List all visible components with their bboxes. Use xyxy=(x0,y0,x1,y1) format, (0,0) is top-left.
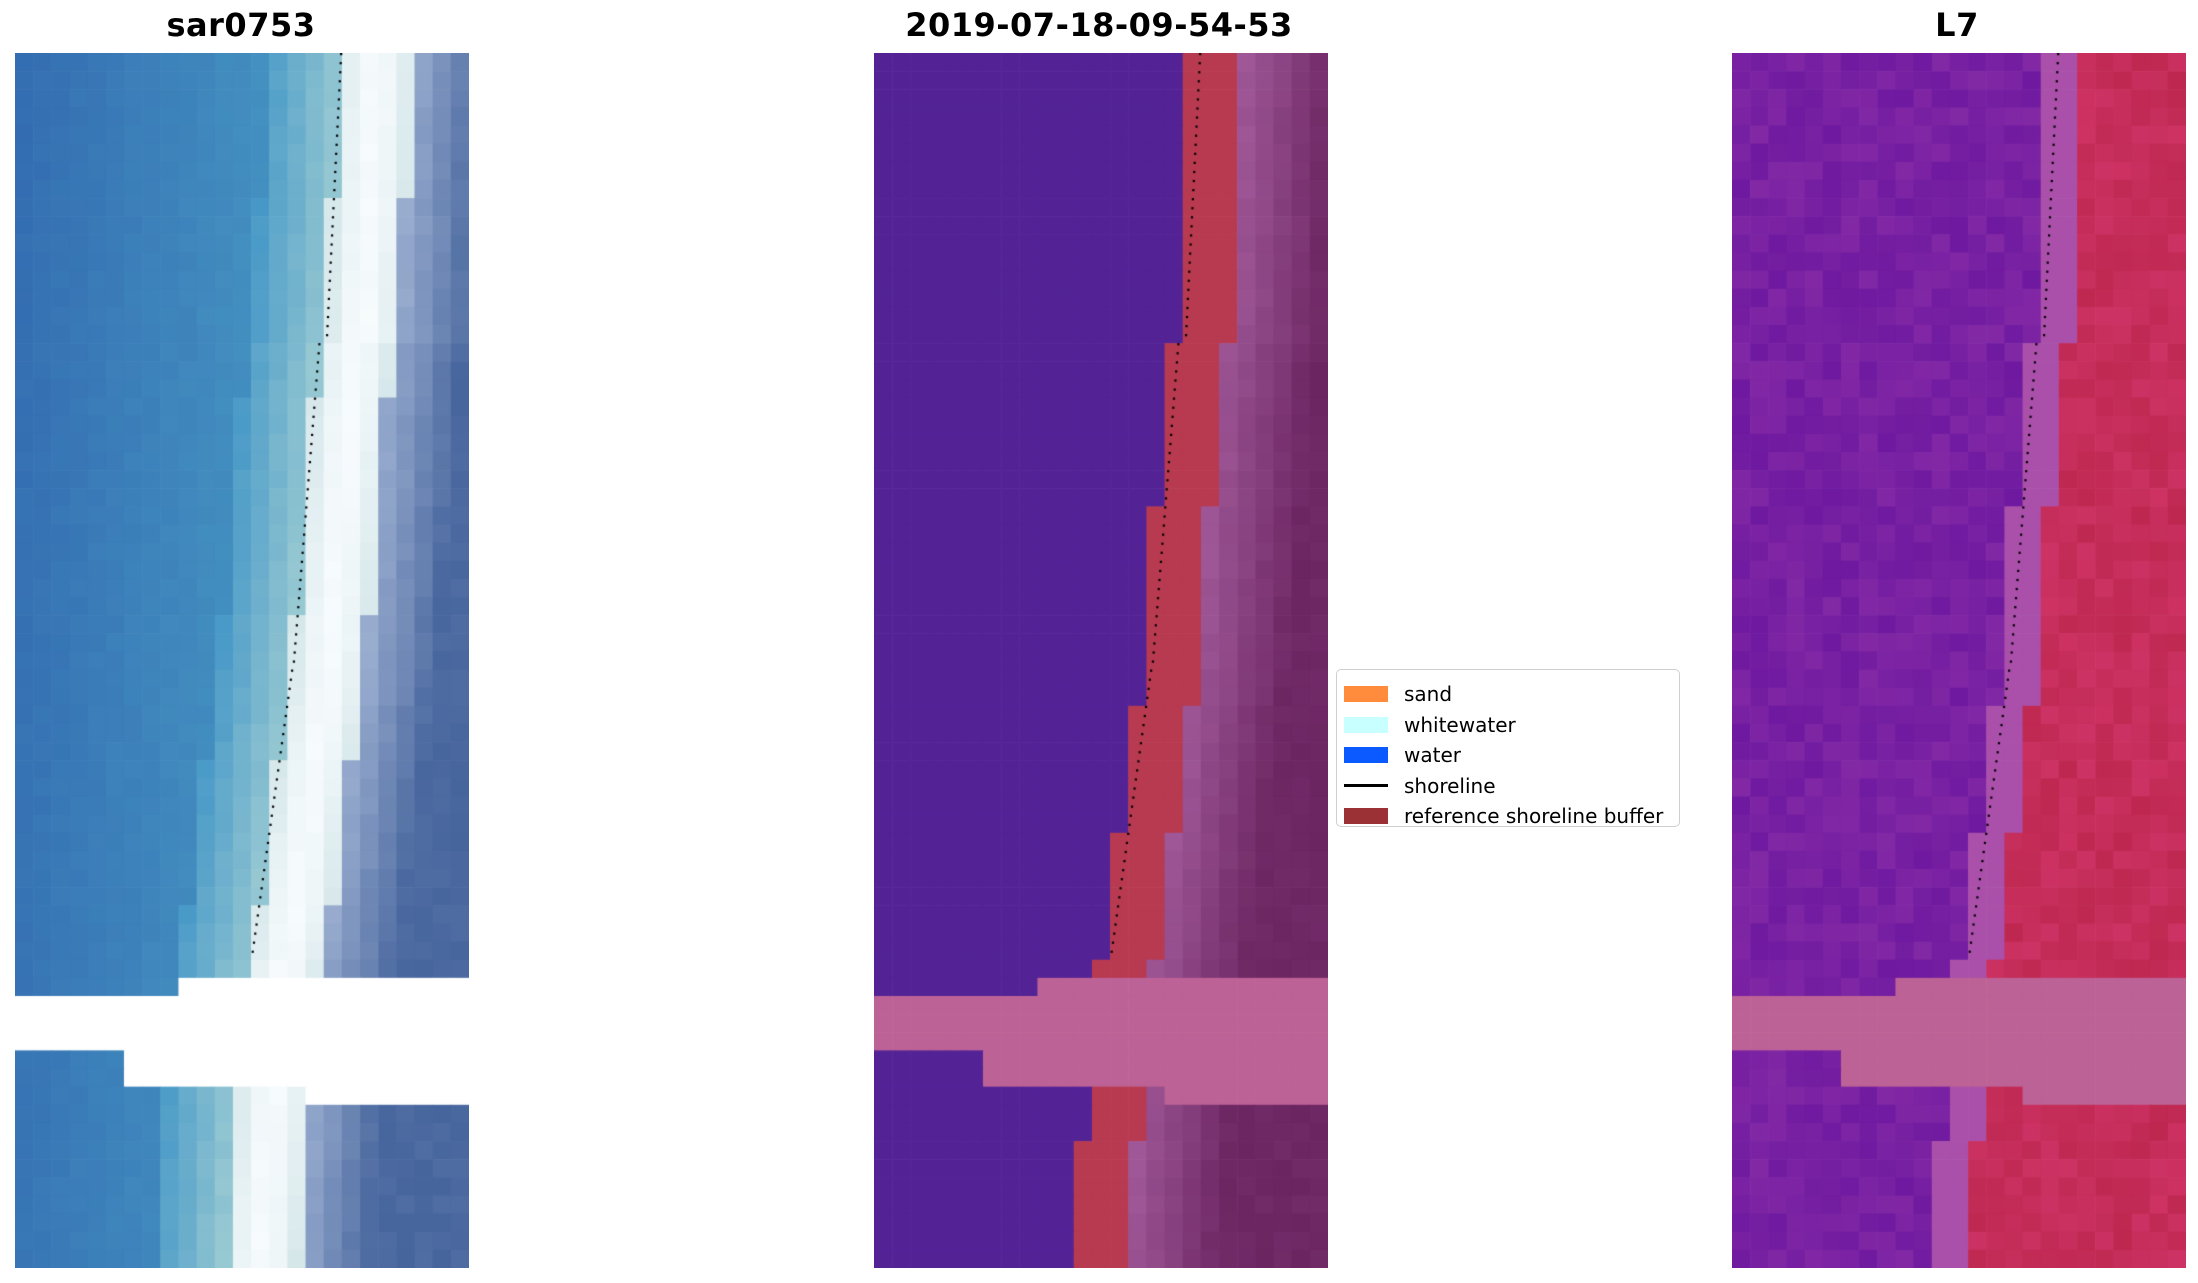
legend-label: sand xyxy=(1404,682,1453,707)
legend-label: shoreline xyxy=(1404,773,1496,798)
classified-image-panel xyxy=(874,53,1328,1268)
legend-label: reference shoreline buffer xyxy=(1404,804,1664,829)
panel-title-index: L7 xyxy=(1935,6,1979,44)
panel-title-rgb: sar0753 xyxy=(166,6,316,44)
legend-label: whitewater xyxy=(1404,712,1516,737)
legend-swatch-shoreline xyxy=(1344,784,1388,788)
rgb-image-panel xyxy=(15,53,469,1268)
legend-swatch-whitewater xyxy=(1344,716,1388,733)
panel-title-classified: 2019-07-18-09-54-53 xyxy=(905,6,1293,44)
index-image-panel xyxy=(1732,53,2186,1268)
legend-item-reference-buffer: reference shoreline buffer xyxy=(1344,801,1679,832)
legend-swatch-reference-buffer xyxy=(1344,808,1388,825)
legend: sand whitewater water shoreline referenc… xyxy=(1336,669,1680,828)
legend-item-sand: sand xyxy=(1344,679,1679,710)
legend-item-whitewater: whitewater xyxy=(1344,710,1679,741)
legend-swatch-water xyxy=(1344,747,1388,764)
legend-swatch-sand xyxy=(1344,686,1388,703)
legend-item-water: water xyxy=(1344,740,1679,771)
legend-label: water xyxy=(1404,743,1461,768)
legend-item-shoreline: shoreline xyxy=(1344,771,1679,802)
